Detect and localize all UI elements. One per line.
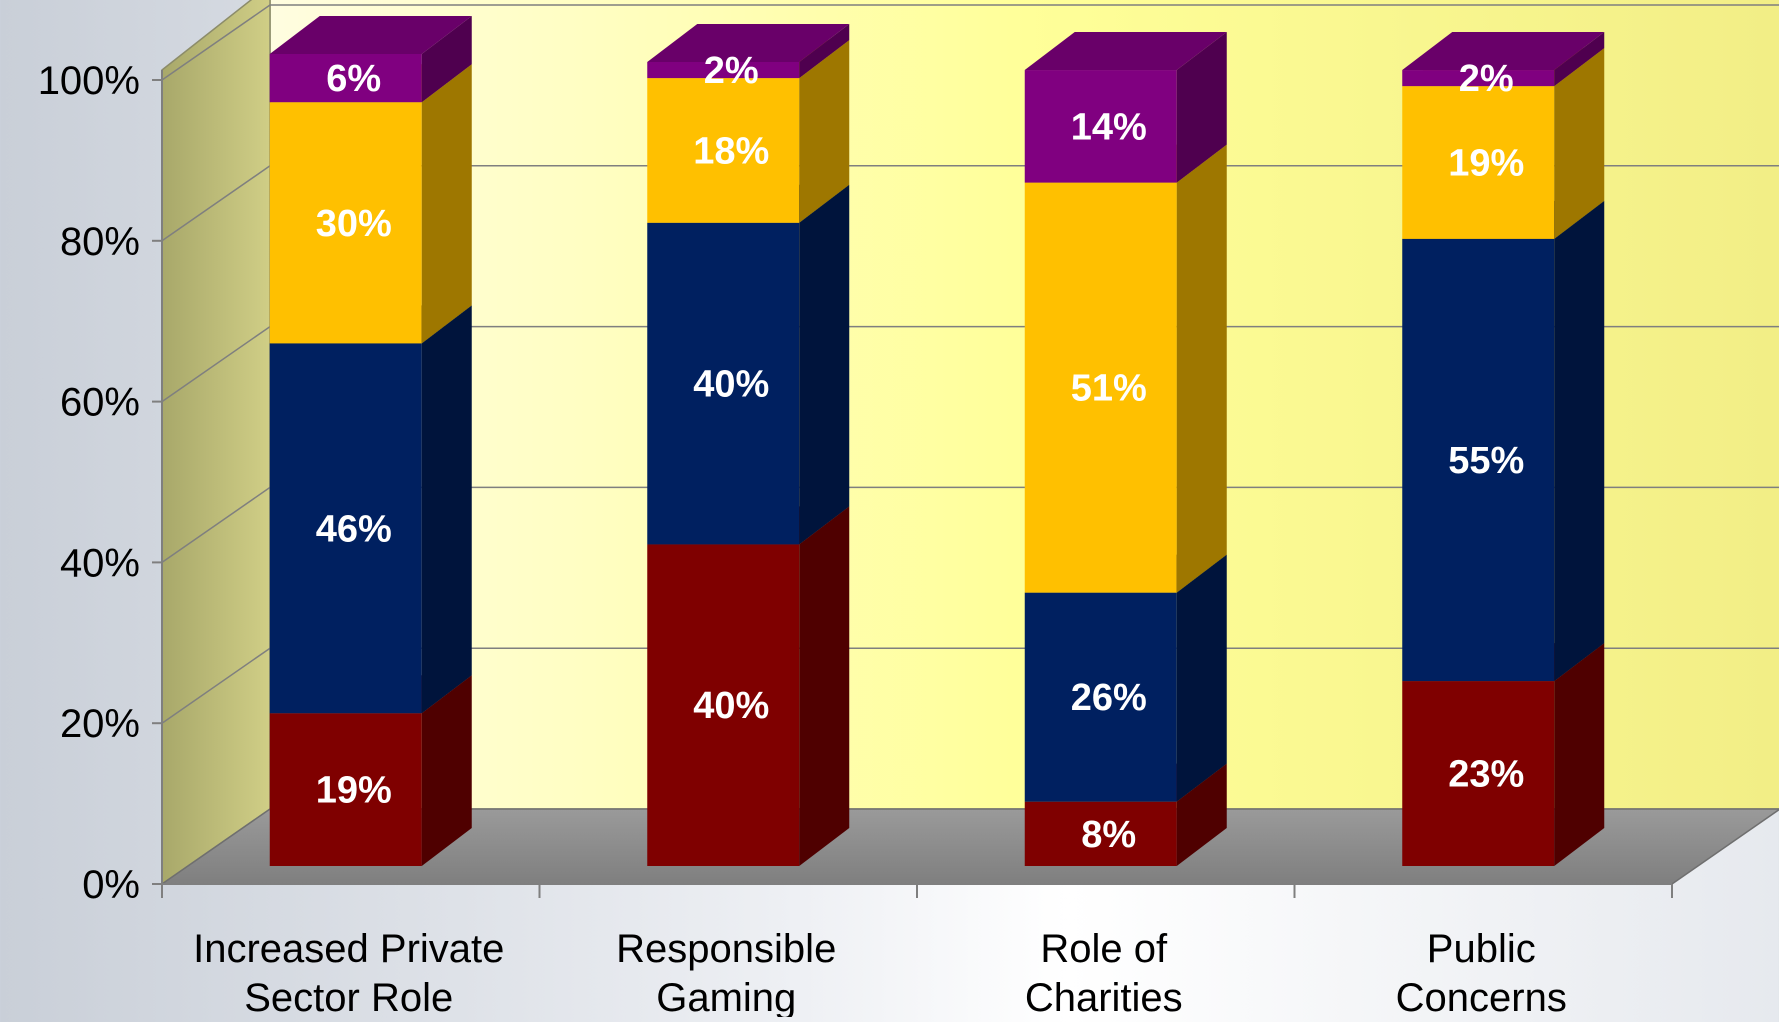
bar-side — [421, 15, 472, 103]
bar-front — [1402, 238, 1555, 682]
bar-front — [1024, 801, 1177, 866]
y-tick-label: 80% — [60, 220, 140, 264]
y-tick-label: 20% — [60, 702, 140, 746]
data-label: 23% — [1448, 754, 1524, 796]
bar-segment — [647, 506, 850, 866]
bar-side — [1176, 554, 1227, 802]
y-tick-label: 0% — [82, 863, 140, 907]
bar-segment — [269, 15, 472, 103]
bar-front — [1024, 182, 1177, 593]
x-category-label: Role of — [1040, 927, 1168, 971]
bar-top — [1402, 32, 1605, 71]
data-label: 51% — [1071, 368, 1147, 410]
x-category-label: Concerns — [1396, 976, 1567, 1017]
bar-side — [799, 184, 850, 545]
data-label: 19% — [1448, 143, 1524, 185]
x-category-label: Sector Role — [244, 976, 453, 1017]
bar-side — [1554, 643, 1605, 866]
axes: 0% 20% 40% 60% 80% 100% Increased Private Secto… — [38, 59, 1673, 1020]
data-label: 26% — [1071, 677, 1147, 719]
bar-front — [269, 343, 422, 714]
bar-side — [799, 24, 850, 79]
bar-side — [799, 40, 850, 223]
bar-side — [1554, 32, 1605, 87]
data-label: 2% — [1459, 58, 1514, 100]
bar-top — [1024, 32, 1227, 71]
data-labels: 19% 46% 30% 6% 40% 40% 18% 2% 8% 26% 51% 14% 23% 55% 1… — [316, 50, 1525, 856]
bar-segment — [1024, 32, 1227, 183]
bar-front — [1402, 681, 1555, 866]
bar-segment — [647, 24, 850, 79]
data-label: 55% — [1448, 440, 1524, 482]
bar-front — [647, 544, 800, 866]
bar-side — [1554, 48, 1605, 239]
bar-front — [1024, 592, 1177, 802]
bar-front — [647, 222, 800, 545]
bar-side — [1176, 144, 1227, 593]
gridline — [161, 4, 1779, 81]
bar-side — [421, 64, 472, 344]
bar-segment — [647, 184, 850, 545]
bar-side — [421, 675, 472, 866]
data-label: 8% — [1081, 814, 1136, 856]
data-label: 14% — [1071, 106, 1147, 148]
bar-front — [269, 102, 422, 344]
y-tick-label: 100% — [38, 59, 140, 103]
x-category-label: Charities — [1025, 976, 1183, 1017]
data-label: 30% — [316, 203, 392, 245]
bar-top — [269, 15, 472, 54]
data-label: 2% — [704, 50, 759, 92]
x-category-label: Gaming — [656, 976, 796, 1017]
bar-front — [647, 78, 800, 223]
bar-side — [1554, 200, 1605, 682]
data-label: 18% — [693, 130, 769, 172]
bar-segment — [1402, 32, 1605, 87]
bar-front — [1024, 70, 1177, 183]
x-category-label: Responsible — [616, 927, 836, 971]
bar-top — [647, 24, 850, 62]
bar-front — [1402, 86, 1555, 239]
data-label: 19% — [316, 770, 392, 812]
data-label: 46% — [316, 508, 392, 550]
bar-front — [1402, 70, 1555, 87]
bar-side — [799, 506, 850, 866]
bar-segment — [1402, 200, 1605, 682]
data-label: 40% — [693, 685, 769, 727]
data-label: 6% — [326, 58, 381, 100]
bar-side — [421, 305, 472, 714]
bar-front — [269, 713, 422, 866]
data-label: 40% — [693, 364, 769, 406]
y-tick-label: 40% — [60, 541, 140, 585]
bar-side — [1176, 32, 1227, 183]
x-category-label: Increased Private — [193, 927, 504, 971]
bar-group — [269, 15, 1605, 866]
x-category-label: Public — [1427, 927, 1536, 971]
y-tick-label: 60% — [60, 381, 140, 425]
bar-front — [647, 62, 800, 79]
side-wall — [161, 0, 271, 886]
bar-front — [269, 53, 422, 103]
bar-side — [1176, 763, 1227, 866]
